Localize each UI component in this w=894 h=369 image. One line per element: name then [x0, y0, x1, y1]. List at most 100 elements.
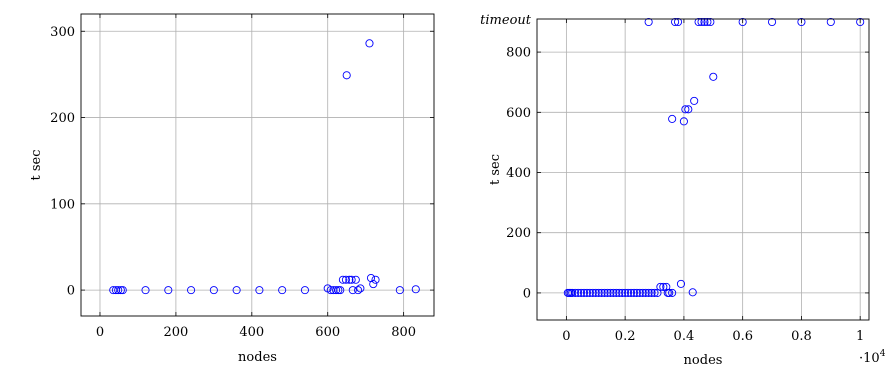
- chart-left-grid: [81, 14, 434, 316]
- x-tick-label: 200: [163, 325, 188, 340]
- chart-right-grid: [537, 19, 869, 320]
- data-point: [341, 275, 350, 284]
- y-tick-label: 400: [506, 166, 531, 181]
- x-tick-label: 800: [391, 325, 416, 340]
- data-point: [650, 288, 659, 297]
- data-point: [577, 288, 586, 297]
- data-point: [612, 288, 621, 297]
- chart-right-x-multiplier: ·104: [859, 349, 886, 366]
- y-tick-label: 0: [523, 286, 531, 301]
- data-point: [684, 105, 693, 114]
- data-point: [600, 288, 609, 297]
- chart-left-y-axis-label: t sec: [29, 149, 44, 180]
- data-point: [582, 288, 591, 297]
- y-tick-label: 300: [50, 25, 75, 40]
- chart-right-frame: [536, 18, 870, 321]
- data-point: [668, 288, 677, 297]
- data-point: [114, 286, 123, 295]
- data-point: [574, 288, 583, 297]
- chart-left-frame: [80, 13, 435, 317]
- data-point: [656, 282, 665, 291]
- data-point: [706, 17, 715, 27]
- chart-left-ticks: 0 200 400 600 800 0 100 200 300: [50, 14, 434, 340]
- data-point: [615, 288, 624, 297]
- data-point: [568, 288, 577, 297]
- data-point: [351, 275, 360, 284]
- data-point: [365, 39, 374, 48]
- data-point: [332, 286, 341, 295]
- data-point: [797, 17, 806, 27]
- chart-right-y-axis-label: t sec: [488, 154, 503, 185]
- chart-right-ticks: 0 0.2 0.4 0.6 0.8 1 0 200 400 600 800: [506, 19, 869, 344]
- x-tick-label: 0.6: [732, 329, 753, 344]
- data-point: [603, 288, 612, 297]
- data-point: [709, 72, 718, 81]
- data-point: [641, 288, 650, 297]
- data-point: [644, 17, 653, 27]
- data-point: [411, 285, 420, 294]
- data-point: [591, 288, 600, 297]
- x-tick-label: 0: [96, 325, 104, 340]
- data-point: [585, 288, 594, 297]
- y-tick-label: 200: [50, 111, 75, 126]
- data-point: [338, 275, 347, 284]
- data-point: [356, 284, 365, 293]
- chart-right-x-multiplier-base: ·10: [859, 351, 880, 366]
- data-point: [673, 17, 683, 27]
- data-point: [671, 17, 680, 27]
- data-point: [826, 17, 835, 27]
- data-point: [164, 286, 173, 295]
- data-point: [371, 275, 380, 284]
- chart-left: 0 200 400 600 800 0 100 200 300 nodes t sec: [29, 13, 435, 365]
- data-point: [629, 288, 639, 297]
- y-tick-label: 0: [67, 284, 75, 299]
- x-tick-label: 0.4: [674, 329, 695, 344]
- x-tick-label: 400: [239, 325, 264, 340]
- data-point: [694, 17, 703, 27]
- data-point: [232, 286, 241, 295]
- data-point: [679, 117, 688, 126]
- data-point: [187, 286, 196, 295]
- data-point: [738, 17, 747, 27]
- data-point: [395, 286, 404, 295]
- data-point: [118, 286, 127, 295]
- data-point: [369, 280, 378, 289]
- data-point: [681, 105, 690, 114]
- data-point: [626, 288, 636, 297]
- x-tick-label: 0.2: [615, 329, 636, 344]
- chart-right-points: [563, 17, 865, 297]
- data-point: [644, 288, 653, 297]
- data-point: [856, 17, 865, 27]
- data-point: [606, 288, 615, 297]
- chart-right-x-axis-label: nodes: [684, 353, 723, 368]
- data-point: [255, 286, 264, 295]
- data-point: [209, 286, 218, 295]
- data-point: [345, 275, 354, 284]
- y-tick-label: 200: [506, 226, 531, 241]
- data-point: [647, 288, 656, 297]
- data-point: [618, 288, 627, 297]
- data-point: [354, 286, 363, 295]
- chart-right-timeout-label: timeout: [480, 13, 532, 28]
- data-point: [366, 273, 376, 283]
- x-tick-label: 0.8: [791, 329, 812, 344]
- data-point: [688, 288, 697, 297]
- data-point: [334, 286, 343, 295]
- x-tick-label: 1: [856, 329, 864, 344]
- data-point: [579, 288, 589, 297]
- data-point: [690, 96, 699, 105]
- data-point: [116, 286, 125, 295]
- data-point: [347, 275, 356, 284]
- data-point: [588, 288, 597, 297]
- y-tick-label: 600: [506, 106, 531, 121]
- data-point: [597, 288, 606, 297]
- data-point: [571, 288, 580, 297]
- data-point: [348, 286, 357, 295]
- y-tick-label: 800: [506, 46, 531, 61]
- data-point: [594, 288, 603, 297]
- data-point: [624, 288, 633, 297]
- data-point: [767, 17, 777, 27]
- x-tick-label: 0: [562, 329, 570, 344]
- chart-left-x-axis-label: nodes: [238, 350, 277, 365]
